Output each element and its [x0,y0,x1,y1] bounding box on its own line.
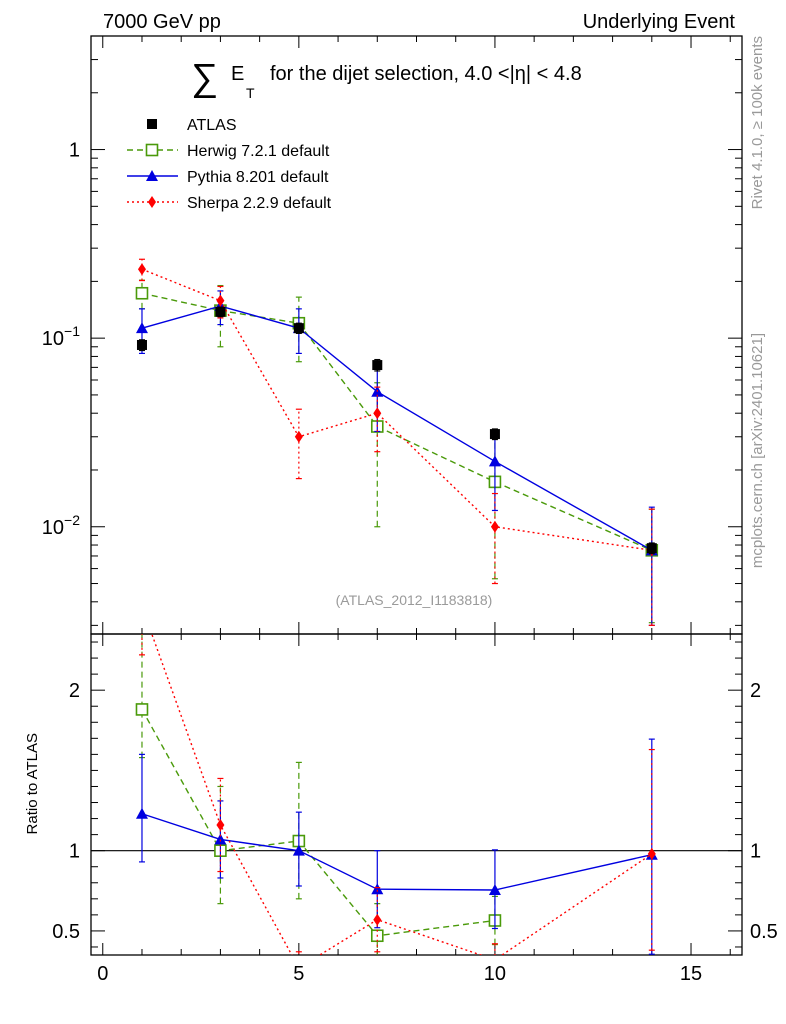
series-line [141,292,653,551]
ratio-y-tick-label-left: 2 [69,680,80,702]
legend-label: Sherpa 2.2.9 default [187,195,332,212]
data-point [137,263,146,276]
legend-item: Herwig 7.2.1 default [127,143,330,160]
data-point [135,322,148,334]
data-point [216,294,225,307]
data-point [647,847,656,860]
data-point [214,833,227,845]
data-point [490,520,499,533]
data-point [136,339,147,350]
ratio-y-tick-label-left: 0.5 [52,921,80,943]
legend-item: Sherpa 2.2.9 default [127,195,332,212]
header-right: Underlying Event [583,11,736,33]
ratio-y-tick-labels: 0.5 0.5 1 1 2 2 [52,680,778,943]
series-herwig [135,279,659,624]
analysis-id: (ATLAS_2012_I1183818) [336,592,493,608]
series-atlas [136,306,657,555]
data-point [372,360,383,371]
series-sherpa [138,601,656,955]
ratio-axis-ticks [91,634,742,955]
data-point [646,543,657,554]
legend-item: ATLAS [147,117,237,134]
y-tick-label: 1 [69,140,80,162]
data-point [215,306,226,317]
series-line [141,305,653,551]
data-point [145,143,159,157]
ratio-series-layer [135,601,658,955]
series-line [141,709,496,937]
x-tick-label: 15 [680,963,702,985]
legend-label: Herwig 7.2.1 default [187,143,330,160]
ratio-y-tick-label-right: 1 [750,841,761,863]
x-tick-label: 5 [293,963,304,985]
ratio-plot-frame [90,633,743,956]
data-point [147,119,157,129]
main-title: ∑ E T for the dijet selection, 4.0 <|η| … [191,57,582,101]
data-point [138,601,146,613]
data-point [488,455,501,467]
data-point [294,430,303,443]
title-text: for the dijet selection, 4.0 <|η| < 4.8 [270,63,582,85]
data-point [494,953,496,955]
data-point [135,807,148,819]
rivet-label: Rivet 4.1.0, ≥ 100k events [749,36,766,209]
data-point [135,286,149,300]
data-point [148,196,156,208]
header-left: 7000 GeV pp [103,11,221,33]
ratio-y-tick-label-right: 0.5 [750,921,778,943]
mcplots-label: mcplots.cern.ch [arXiv:2401.10621] [749,333,766,568]
main-series-layer [135,258,659,626]
data-point [373,913,382,926]
ratio-ylabel: Ratio to ATLAS [24,733,41,834]
legend-item: Pythia 8.201 default [127,169,329,186]
data-point [292,844,305,856]
data-point [293,323,304,334]
data-point [488,883,501,895]
x-tick-label: 0 [97,963,108,985]
x-tick-labels: 0 5 10 15 [97,963,702,985]
series-line [141,268,652,552]
y-tick-label: 10−1 [42,323,80,350]
series-line [151,634,653,955]
title-subscript: T [246,85,255,101]
main-axis-ticks [91,35,742,634]
series-pythia [135,290,658,626]
ratio-y-tick-label-left: 1 [69,841,80,863]
data-point [373,407,382,420]
data-point [489,429,500,440]
ratio-y-tick-label-right: 2 [750,680,761,702]
data-point [371,883,384,895]
main-y-tick-labels: 1 10−1 10−2 [42,140,80,539]
data-point [216,818,225,831]
data-point [135,703,149,716]
x-tick-label: 10 [484,963,506,985]
legend: ATLAS Herwig 7.2.1 default Pythia 8.201 de… [127,117,332,212]
series-herwig [135,634,502,955]
legend-label: ATLAS [187,117,237,134]
y-tick-label: 10−2 [42,512,80,539]
legend-label: Pythia 8.201 default [187,169,329,186]
data-point [146,170,158,181]
series-line [141,813,652,891]
title-variable: E [231,63,244,85]
title-sum-symbol: ∑ [191,57,218,99]
